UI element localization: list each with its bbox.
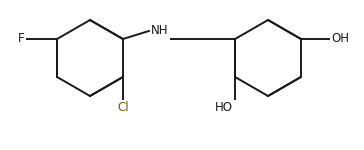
Text: Cl: Cl (117, 101, 129, 114)
Text: NH: NH (151, 24, 169, 38)
Text: OH: OH (331, 33, 349, 45)
Text: F: F (17, 33, 24, 45)
Text: HO: HO (215, 101, 233, 114)
